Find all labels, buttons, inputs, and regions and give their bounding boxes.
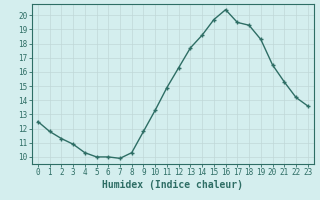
X-axis label: Humidex (Indice chaleur): Humidex (Indice chaleur) [102,180,243,190]
